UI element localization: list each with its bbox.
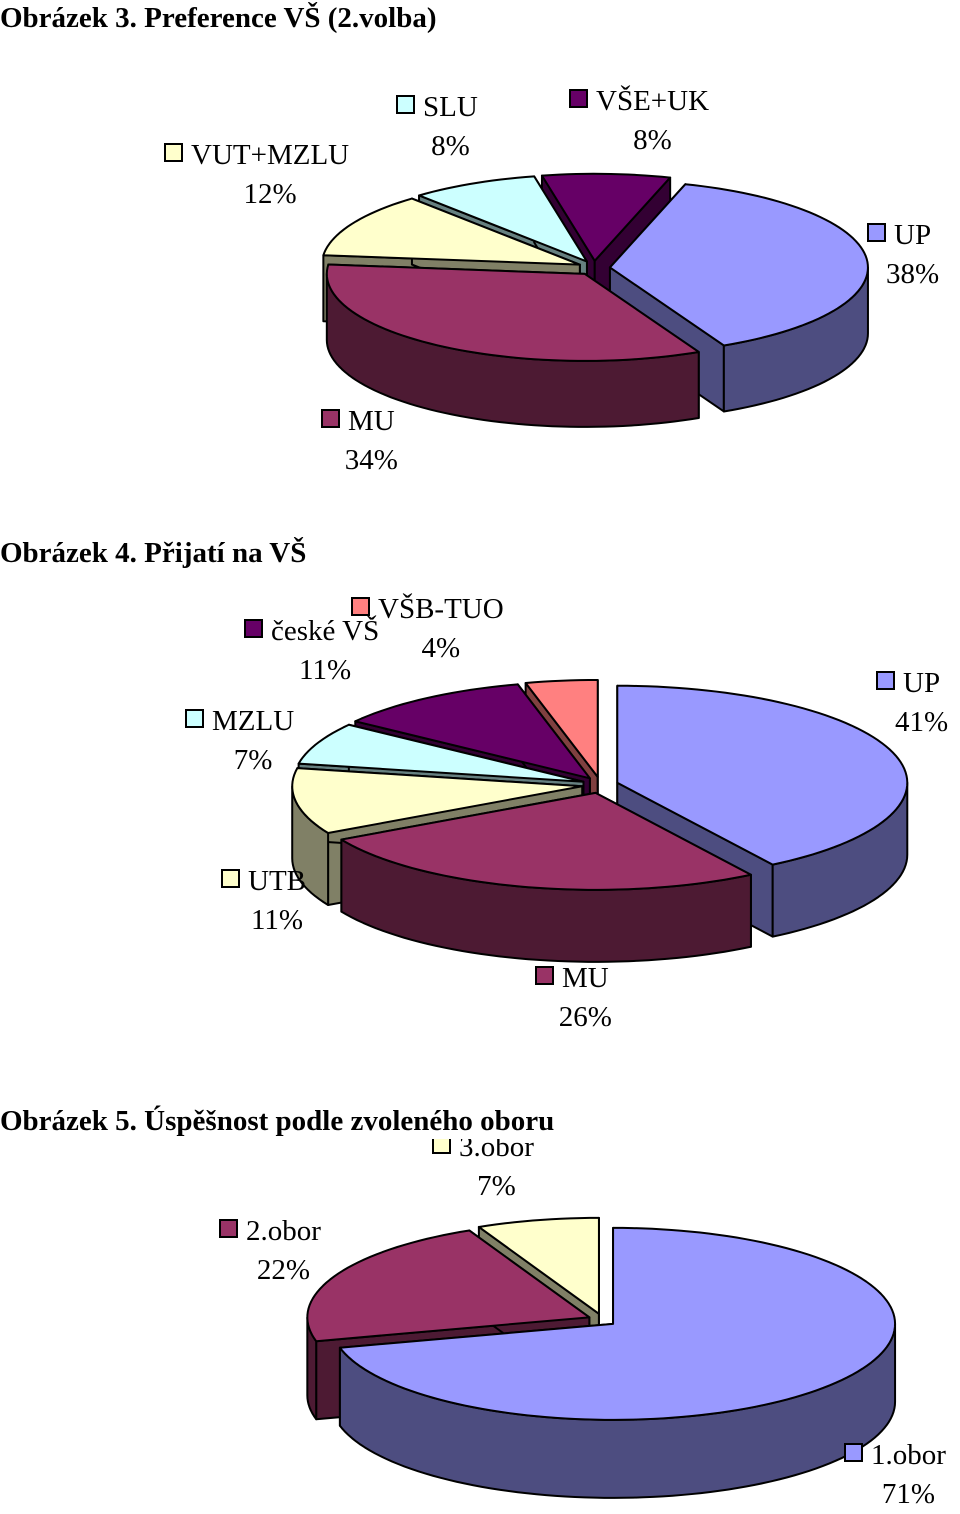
figure-3-pie-chart: UP 38% MU 34% VUT+MZLU 12% SLU 8% VŠE+UK 8% [164, 84, 939, 476]
legend-swatch-4 [244, 619, 263, 638]
slice-value-2: 7% [477, 1170, 516, 1202]
pie-slice-2 [291, 767, 584, 834]
pie-slice-1 [306, 1229, 591, 1343]
legend-swatch-1 [535, 966, 554, 985]
figure-3-caption: Obrázek 3. Preference VŠ (2.volba) [0, 2, 437, 34]
legend-swatch-5 [351, 597, 370, 616]
figure-5-pie-chart: 1.obor 71% 2.obor 22% 3.obor 7% [219, 1139, 946, 1510]
legend-swatch-1 [219, 1219, 238, 1238]
slice-label-0: UP 38% [867, 219, 939, 290]
slice-name-3: SLU [423, 91, 478, 123]
slice-label-0: 1.obor 71% [844, 1439, 946, 1510]
slice-label-1: 2.obor 22% [219, 1215, 321, 1286]
slice-value-3: 8% [431, 130, 470, 162]
slice-name-1: MU [348, 405, 395, 437]
slice-value-4: 11% [299, 654, 351, 686]
pie-slice-2 [477, 1216, 600, 1315]
slice-name-5: VŠB-TUO [378, 592, 504, 625]
slice-label-2: VUT+MZLU 12% [164, 139, 349, 210]
pie-slice-5 [524, 678, 599, 778]
slice-name-4: VŠE+UK [596, 84, 709, 117]
slice-name-4: české VŠ [271, 614, 379, 647]
slice-name-1: 2.obor [246, 1215, 321, 1247]
pie-slice-2 [322, 197, 581, 266]
slice-value-0: 38% [886, 258, 939, 290]
slice-value-3: 7% [234, 744, 273, 776]
slice-label-2: 3.obor 7% [432, 1139, 534, 1202]
pie-slice-1 [340, 791, 752, 891]
slice-name-2: VUT+MZLU [191, 139, 349, 171]
slice-label-4: VŠE+UK 8% [569, 84, 709, 156]
slice-label-3: SLU 8% [396, 91, 478, 162]
legend-swatch-1 [321, 409, 340, 428]
figure-5-caption: Obrázek 5. Úspěšnost podle zvoleného obo… [0, 1105, 555, 1137]
slice-value-0: 71% [882, 1478, 935, 1510]
pie-slice-0 [616, 684, 909, 866]
slice-label-5: VŠB-TUO 4% [351, 592, 504, 664]
slice-value-5: 4% [422, 632, 461, 664]
slice-value-0: 41% [895, 706, 948, 738]
slice-value-1: 22% [257, 1254, 310, 1286]
slice-label-2: UTB 11% [221, 865, 306, 936]
slice-name-2: 3.obor [459, 1139, 534, 1163]
slice-label-1: MU 34% [321, 405, 398, 476]
slice-label-3: MZLU 7% [185, 705, 294, 776]
slice-label-1: MU 26% [535, 962, 612, 1033]
pie-slice-0 [338, 1226, 897, 1421]
legend-swatch-0 [867, 223, 886, 242]
legend-swatch-4 [569, 89, 588, 108]
slice-value-4: 8% [633, 124, 672, 156]
slice-value-2: 12% [243, 178, 296, 210]
slice-value-1: 34% [345, 444, 398, 476]
legend-swatch-2 [432, 1139, 451, 1154]
slice-name-2: UTB [248, 865, 306, 897]
slice-label-0: UP 41% [876, 667, 948, 738]
legend-swatch-3 [396, 95, 415, 114]
legend-swatch-3 [185, 709, 204, 728]
slice-label-4: české VŠ 11% [244, 614, 379, 686]
pie-slice-4 [540, 172, 672, 262]
legend-swatch-0 [844, 1443, 863, 1462]
pie-slice-3 [297, 723, 585, 783]
slice-name-0: UP [894, 219, 931, 251]
pie-slice-0 [608, 183, 869, 347]
slice-name-0: UP [903, 667, 940, 699]
slice-name-0: 1.obor [871, 1439, 946, 1471]
slice-name-3: MZLU [212, 705, 294, 737]
slice-value-2: 11% [251, 904, 303, 936]
slice-value-1: 26% [559, 1001, 612, 1033]
pie-slice-4 [354, 683, 591, 780]
pie-slice-1 [325, 263, 700, 362]
legend-swatch-2 [221, 869, 240, 888]
figure-4-caption: Obrázek 4. Přijatí na VŠ [0, 537, 307, 569]
legend-swatch-0 [876, 671, 895, 690]
pie-slice-3 [418, 175, 588, 263]
slice-name-1: MU [562, 962, 609, 994]
legend-swatch-2 [164, 143, 183, 162]
